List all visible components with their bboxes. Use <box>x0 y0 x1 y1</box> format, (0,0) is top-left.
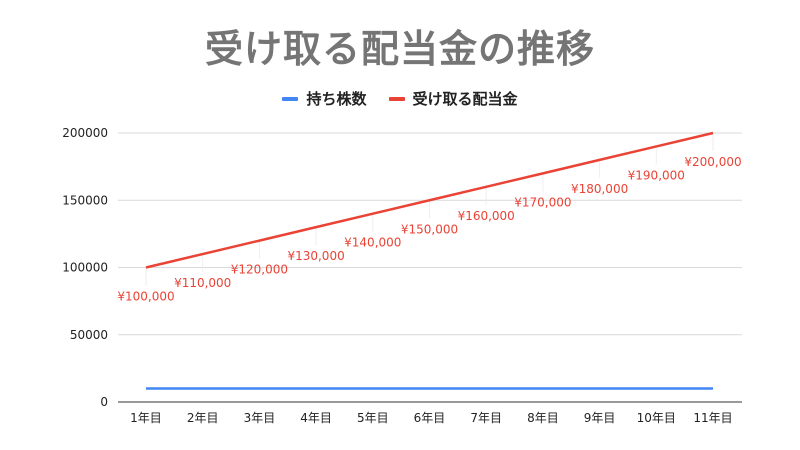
legend-label-shares: 持ち株数 <box>306 90 367 108</box>
y-tick-label: 100000 <box>62 261 108 275</box>
y-tick-label: 0 <box>100 395 108 409</box>
legend: 持ち株数 受け取る配当金 <box>0 88 800 109</box>
x-tick-label: 9年目 <box>584 411 616 425</box>
data-label: ¥130,000 <box>287 249 344 263</box>
x-tick-label: 2年目 <box>187 411 219 425</box>
data-label: ¥100,000 <box>117 290 174 304</box>
x-tick-label: 5年目 <box>357 411 389 425</box>
x-tick-label: 3年目 <box>244 411 276 425</box>
series-line-dividends <box>145 131 714 269</box>
chart-title: 受け取る配当金の推移 <box>204 27 595 71</box>
data-label: ¥120,000 <box>231 263 288 277</box>
legend-label-dividends: 受け取る配当金 <box>412 90 518 108</box>
y-tick-label: 50000 <box>70 328 108 342</box>
x-tick-label: 4年目 <box>300 411 332 425</box>
legend-swatch-shares <box>282 96 299 101</box>
data-label: ¥150,000 <box>401 222 458 236</box>
x-tick-label: 8年目 <box>527 411 559 425</box>
data-label: ¥190,000 <box>628 168 685 182</box>
x-tick-label: 7年目 <box>470 411 502 425</box>
x-tick-label: 10年目 <box>637 411 676 425</box>
data-label: ¥170,000 <box>514 195 571 209</box>
data-label: ¥180,000 <box>571 182 628 196</box>
y-tick-label: 150000 <box>62 193 108 207</box>
legend-item-shares: 持ち株数 <box>282 88 367 109</box>
data-label: ¥200,000 <box>684 155 741 169</box>
legend-swatch-dividends <box>388 96 405 101</box>
data-label: ¥160,000 <box>458 209 515 223</box>
data-label: ¥110,000 <box>174 276 231 290</box>
y-tick-label: 200000 <box>62 126 108 140</box>
legend-item-dividends: 受け取る配当金 <box>388 88 518 109</box>
data-label: ¥140,000 <box>344 236 401 250</box>
x-tick-label: 11年目 <box>693 411 732 425</box>
x-tick-label: 1年目 <box>130 411 162 425</box>
x-tick-label: 6年目 <box>414 411 446 425</box>
